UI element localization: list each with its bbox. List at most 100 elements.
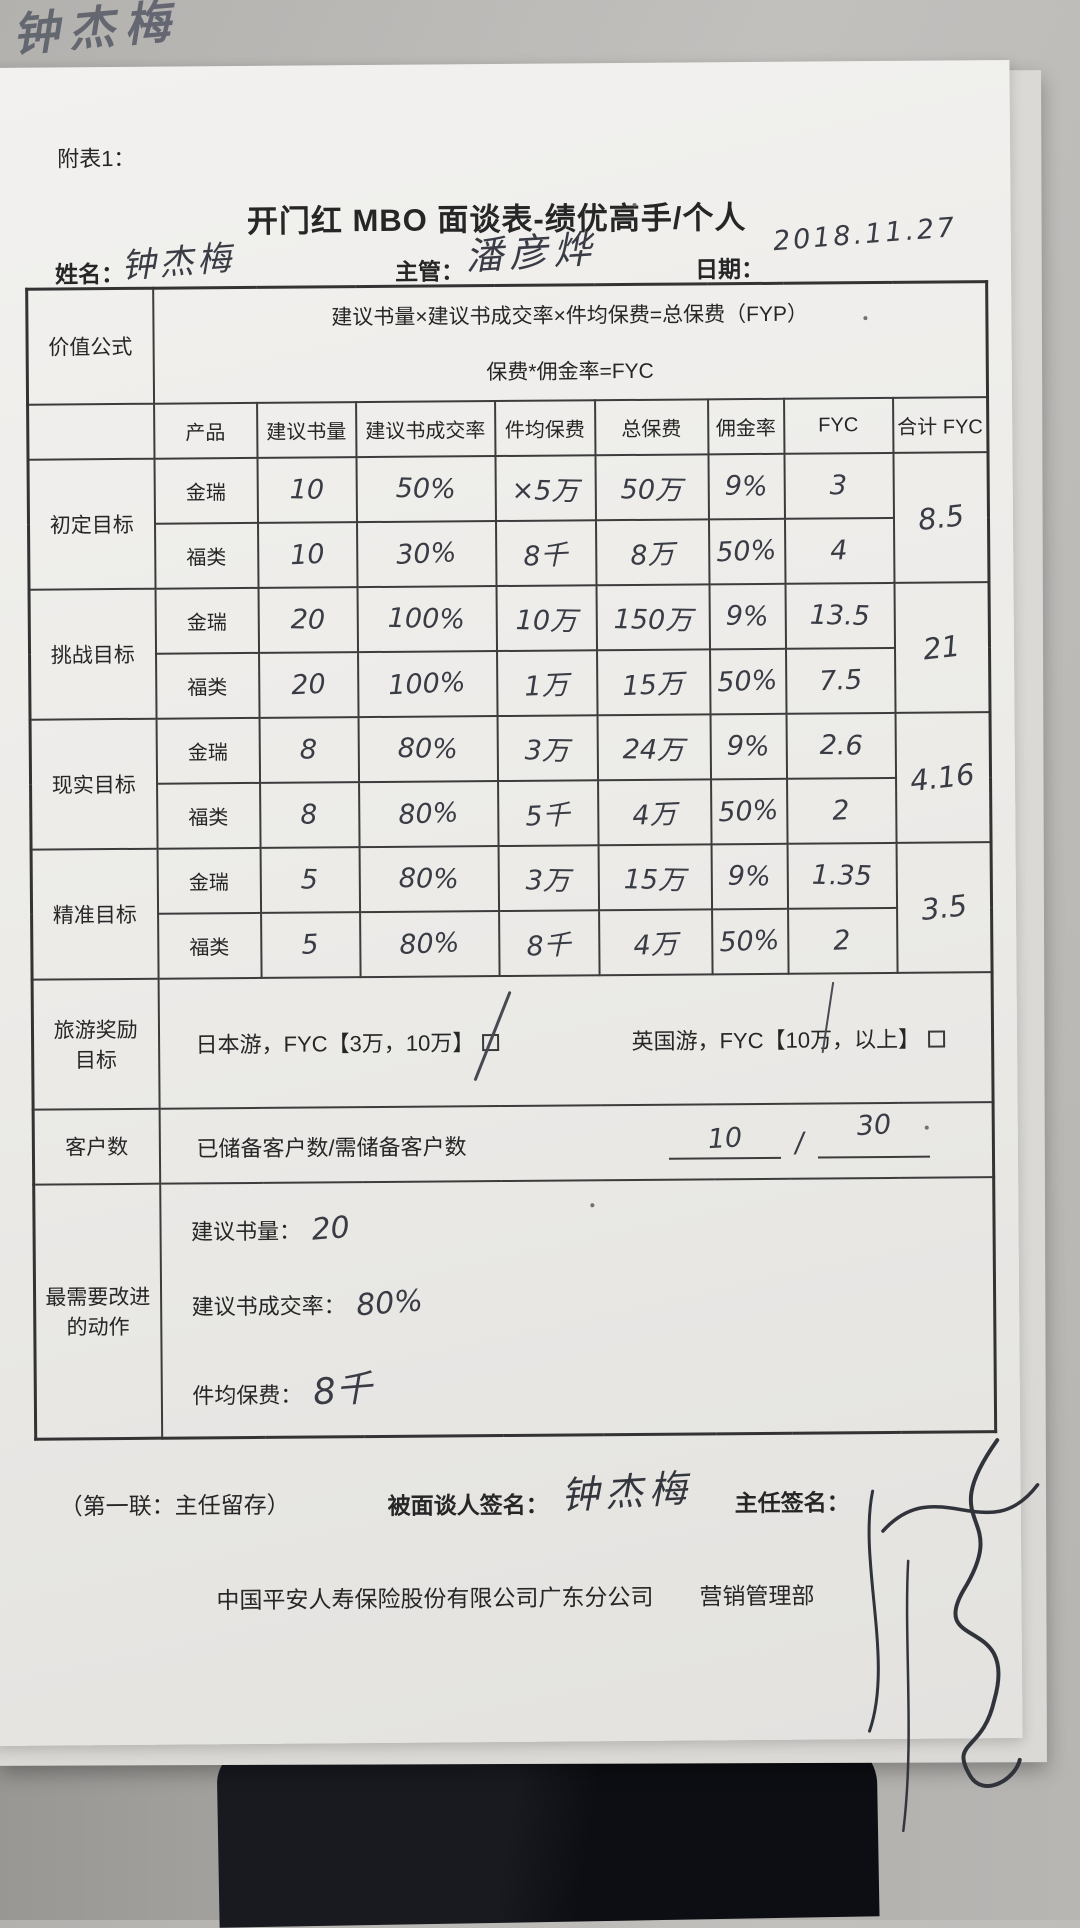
goal-row: 现实目标 金瑞 8 80% 3万 24万 9% 2.6 4.16 (30, 711, 992, 850)
handwritten-value: 13.5 (809, 599, 871, 632)
formula-line1: 建议书量×建议书成交率×件均保费=总保费（FYP） (331, 302, 809, 330)
goal-label-realistic: 现实目标 (30, 718, 158, 850)
col-header-avg-premium: 件均保费 (494, 399, 595, 456)
cell-value: 5 (260, 911, 361, 978)
reserved-count-value: 10 (706, 1122, 743, 1156)
product-name: 金瑞 (156, 717, 260, 784)
interviewee-signature-handwritten: 钟杰梅 (559, 1466, 695, 1518)
col-header-total-premium: 总保费 (594, 398, 708, 455)
empty-header-cell (27, 403, 154, 460)
cell-value: 50% (710, 778, 788, 844)
col-header-commission-rate: 佣金率 (707, 398, 784, 454)
handwritten-value: 5 (301, 928, 320, 961)
cell-value: 8 (259, 781, 360, 848)
cell-value: 4 (784, 517, 894, 584)
handwritten-value: 4万 (631, 798, 678, 832)
improvement-cell: 建议书量： 20 建议书成交率： 80% 件均保费： 8千 (159, 1176, 996, 1439)
improvement-item-label: 件均保费： (192, 1382, 303, 1408)
improvement-item-value: 20 (309, 1209, 351, 1248)
col-header-fyc: FYC (783, 397, 893, 454)
director-signature-scribble (867, 1438, 1040, 1833)
cell-value: 50% (355, 455, 496, 522)
dust-speck (924, 1125, 929, 1130)
handwritten-value: 3 (829, 469, 848, 501)
goal-row: 挑战目标 金瑞 20 100% 10万 150万 9% 13.5 21 (29, 581, 991, 720)
handwritten-value: 100% (388, 666, 467, 701)
handwritten-total: 8.5 (915, 497, 966, 537)
uk-checkbox (927, 1030, 946, 1048)
total-fyc-cell: 4.16 (895, 711, 992, 843)
handwritten-value: 4万 (632, 928, 679, 962)
handwritten-value: 8千 (526, 929, 572, 963)
handwritten-value: 50% (717, 664, 779, 698)
product-name: 金瑞 (153, 457, 258, 524)
goal-label-precise: 精准目标 (31, 848, 159, 980)
cell-value: 100% (357, 650, 498, 717)
handwritten-value: 5 (300, 863, 319, 896)
handwritten-value: 9% (725, 600, 769, 632)
handwritten-value: 9% (727, 860, 771, 892)
handwritten-total: 4.16 (908, 756, 977, 798)
cell-value: 20 (258, 586, 358, 653)
handwritten-value: 150万 (613, 603, 693, 637)
cell-value: 80% (359, 910, 500, 977)
date-label: 日期： (694, 255, 765, 283)
handwritten-value: 20 (290, 668, 327, 701)
customer-count-cell: 已储备客户数/需储备客户数 10 / 30 (159, 1101, 994, 1184)
cell-value: 80% (359, 845, 499, 912)
supervisor-label: 主管： (394, 258, 465, 285)
cell-value: 2 (786, 777, 897, 844)
cell-value: 3万 (498, 844, 599, 911)
handwritten-value: 8 (300, 798, 319, 831)
handwritten-value: 50% (719, 924, 781, 958)
cell-value: 5 (260, 846, 360, 913)
paper-form: 附表1： 开门红 MBO 面谈表-绩优高手/个人 姓名： 钟杰梅 主管： 潘彦烨… (0, 59, 1040, 1833)
handwritten-value: 50% (716, 534, 778, 568)
cell-value: 9% (707, 453, 785, 519)
dust-speck (590, 1203, 595, 1208)
handwritten-total: 21 (921, 628, 962, 667)
improvement-item-label: 建议书量： (190, 1218, 302, 1244)
product-name: 福类 (154, 522, 259, 589)
cell-value: 2.6 (786, 712, 896, 779)
handwritten-value: 7.5 (818, 663, 863, 697)
count-separator: / (793, 1127, 805, 1159)
handwritten-value: 15万 (622, 668, 685, 702)
cell-value: 8千 (498, 909, 600, 976)
cell-value: 3 (783, 452, 894, 519)
customer-count-label: 客户数 (33, 1108, 160, 1185)
goal-label-initial: 初定目标 (27, 458, 156, 590)
needed-count-value: 30 (855, 1109, 893, 1143)
handwritten-value: 10 (289, 538, 326, 571)
cell-value: 8 (259, 716, 359, 783)
spacer (473, 1153, 663, 1154)
cell-value: 50% (708, 518, 785, 584)
improvement-item-value: 8千 (311, 1367, 373, 1413)
cell-value: 4万 (598, 908, 713, 975)
product-name: 金瑞 (155, 587, 259, 654)
cell-value: 10万 (496, 584, 597, 651)
cell-value: 15万 (598, 843, 712, 910)
goal-label-challenge: 挑战目标 (29, 588, 157, 720)
handwritten-value: 30% (395, 536, 457, 571)
handwritten-value: 3万 (524, 734, 570, 767)
cell-value: 8万 (595, 518, 709, 585)
spacer (505, 1049, 625, 1050)
handwritten-value: 1.35 (811, 859, 873, 892)
cell-value: 24万 (597, 713, 711, 780)
cell-value: 50% (709, 648, 787, 714)
cell-value: 100% (357, 585, 497, 652)
handwritten-value: 8 (299, 733, 318, 766)
cell-value: 80% (358, 715, 498, 782)
cell-value: 13.5 (784, 582, 895, 649)
travel-label-line1: 旅游奖励 (53, 1018, 138, 1043)
handwritten-value: 20 (290, 603, 326, 636)
handwritten-value: 10 (289, 473, 325, 506)
improvement-row: 最需要改进 的动作 建议书量： 20 建议书成交率： 80% 件均保费： 8千 (33, 1176, 996, 1440)
total-fyc-cell: 3.5 (896, 841, 993, 973)
handwritten-value: 3万 (525, 864, 571, 897)
goal-row: 初定目标 金瑞 10 50% ×5万 50万 9% 3 8.5 (27, 451, 990, 590)
cell-value: 3万 (497, 714, 598, 781)
reserved-count-blank: 10 (668, 1122, 781, 1160)
travel-options-cell: 日本游，FYC【3万，10万】 英国游，FYC【10万，以上】 (158, 971, 994, 1109)
